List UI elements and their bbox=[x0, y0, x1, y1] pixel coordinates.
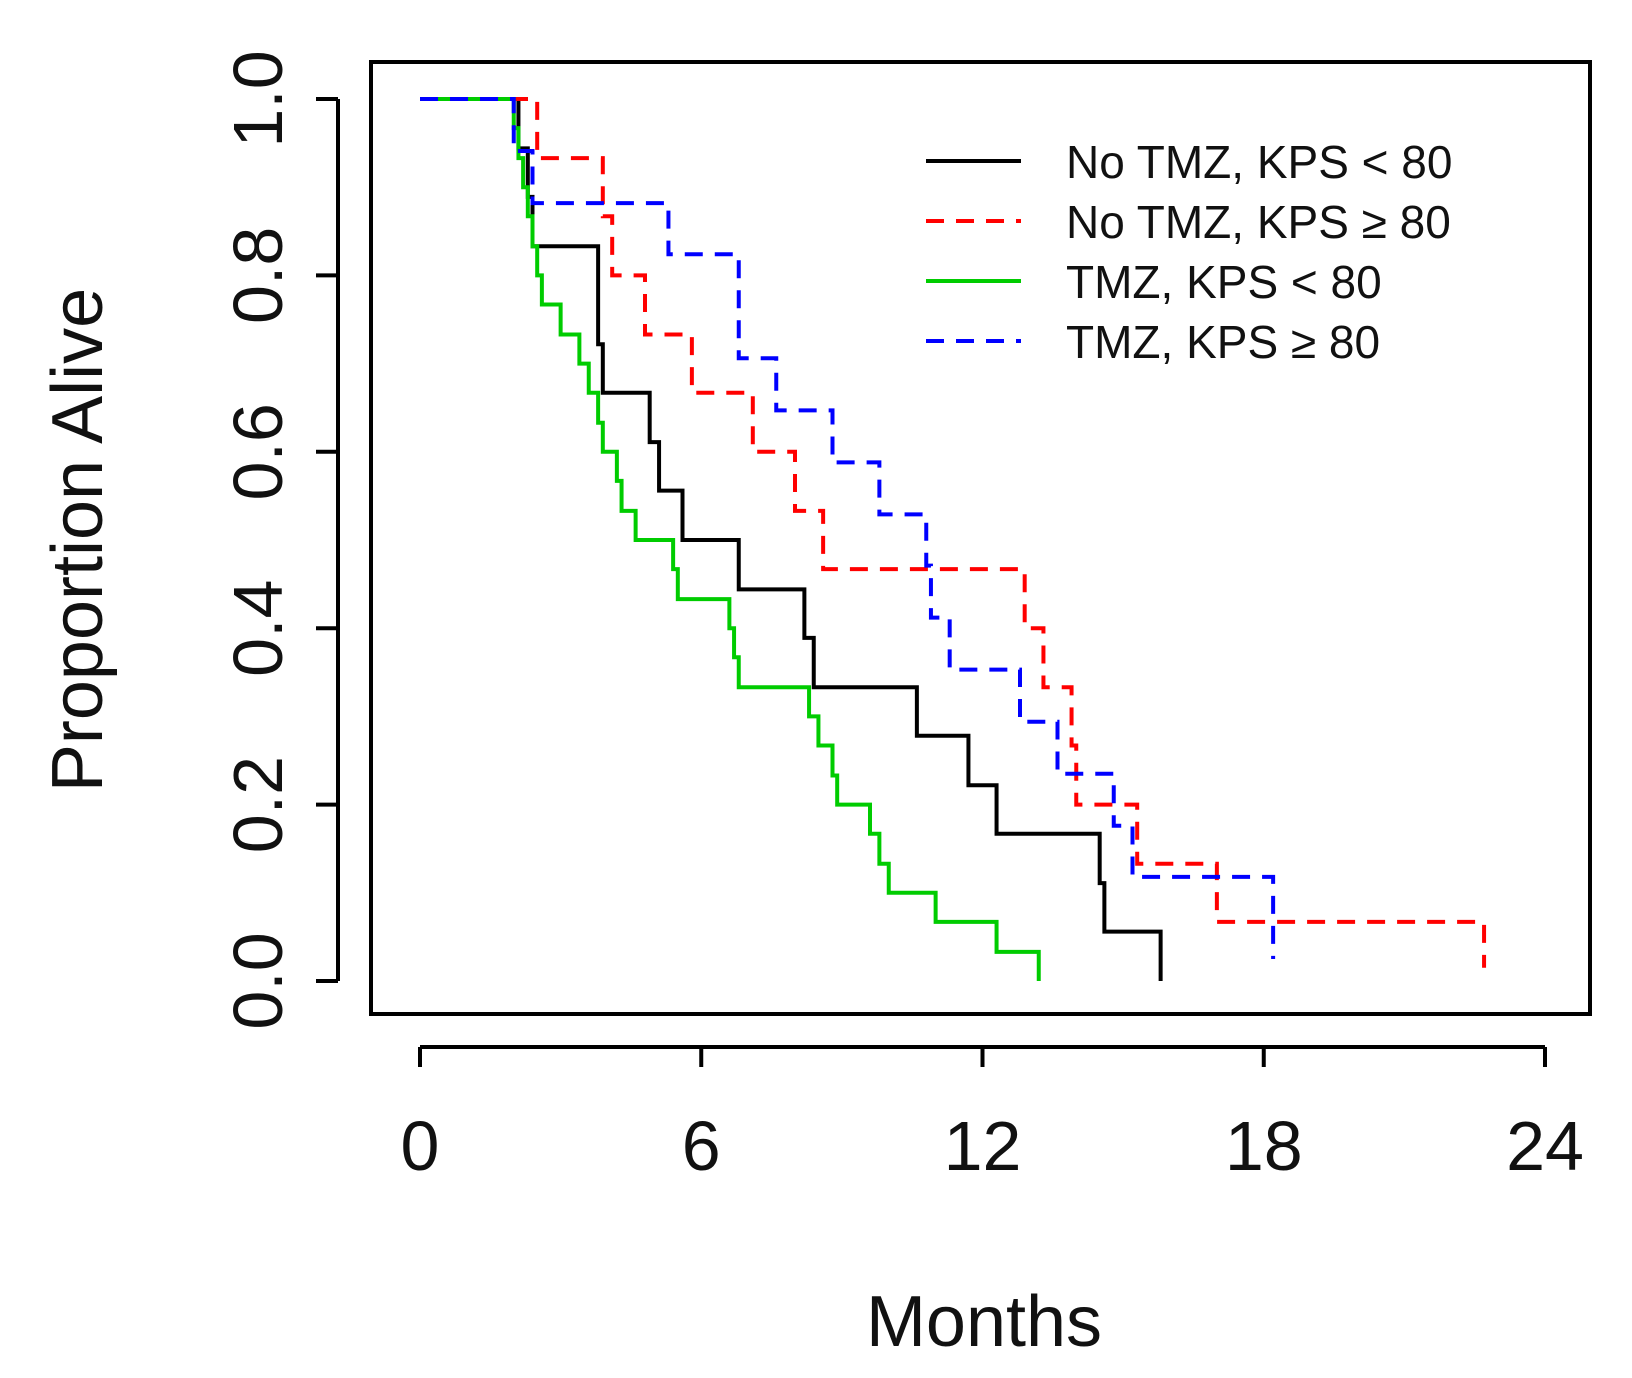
legend: No TMZ, KPS < 80 No TMZ, KPS ≥ 80 TMZ, KPS… bbox=[926, 136, 1452, 368]
x-axis-label: Months bbox=[866, 1282, 1102, 1362]
legend-label-4: TMZ, KPS ≥ 80 bbox=[1066, 316, 1380, 368]
curves-layer bbox=[420, 97, 1487, 981]
x-axis: 0 6 12 18 24 bbox=[401, 1045, 1584, 1185]
y-tick-label: 0.6 bbox=[219, 403, 297, 500]
legend-label-2: No TMZ, KPS ≥ 80 bbox=[1066, 196, 1451, 248]
series-line-2 bbox=[420, 97, 1487, 968]
y-tick-label: 0.2 bbox=[219, 756, 297, 853]
x-tick-label: 12 bbox=[944, 1107, 1022, 1185]
y-tick-label: 0.4 bbox=[219, 580, 297, 677]
legend-label-3: TMZ, KPS < 80 bbox=[1066, 256, 1382, 308]
x-tick-label: 6 bbox=[682, 1107, 721, 1185]
y-tick-label: 0.8 bbox=[219, 227, 297, 324]
x-tick-label: 18 bbox=[1225, 1107, 1303, 1185]
plot-frame bbox=[369, 60, 1592, 1016]
y-axis: 0.0 0.2 0.4 0.6 0.8 1.0 bbox=[219, 50, 340, 1030]
series-line-3 bbox=[420, 97, 1041, 981]
x-tick-label: 0 bbox=[401, 1107, 440, 1185]
x-tick-label: 24 bbox=[1506, 1107, 1584, 1185]
y-tick-label: 1.0 bbox=[219, 50, 297, 147]
y-tick-label: 0.0 bbox=[219, 932, 297, 1029]
legend-label-1: No TMZ, KPS < 80 bbox=[1066, 136, 1452, 188]
y-axis-label: Proportion Alive bbox=[38, 288, 118, 792]
